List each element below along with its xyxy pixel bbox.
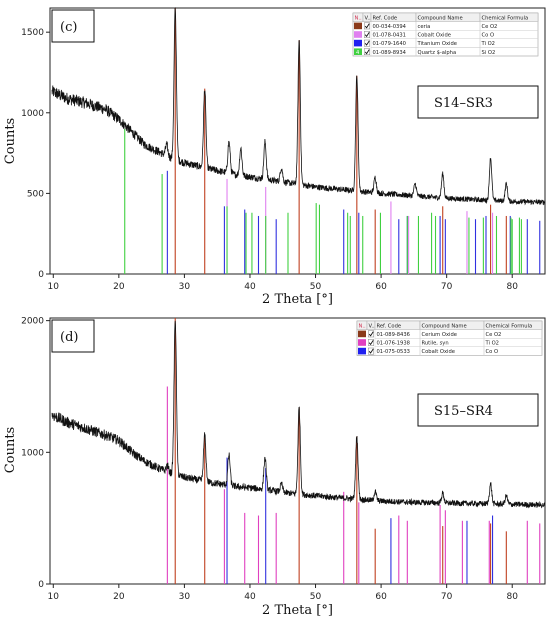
x-tick-label: 40 xyxy=(244,592,256,602)
x-tick-label: 50 xyxy=(310,282,322,292)
legend-compound-name: Cerium Oxide xyxy=(422,332,457,338)
legend-row-number: 4 xyxy=(356,50,360,56)
sample-label: S15–SR4 xyxy=(434,404,493,419)
legend-color-swatch xyxy=(354,22,362,30)
x-tick-label: 30 xyxy=(179,592,191,602)
x-axis-label: 2 Theta [°] xyxy=(262,292,333,307)
panel-label-box xyxy=(51,9,95,43)
legend-ref-code: 01-079-1640 xyxy=(373,41,406,47)
x-tick-label: 10 xyxy=(48,592,60,602)
x-tick-label: 80 xyxy=(506,282,518,292)
legend-visible-checkbox[interactable] xyxy=(364,22,371,30)
legend-header: Chemical Formula xyxy=(486,323,533,329)
legend-chemical-formula: Ti O2 xyxy=(481,41,495,47)
y-tick-label: 1000 xyxy=(21,109,44,119)
legend-color-swatch xyxy=(354,31,362,38)
x-tick-label: 40 xyxy=(244,282,256,292)
legend-color-swatch xyxy=(358,347,366,355)
legend-header: Chemical Formula xyxy=(482,15,529,21)
legend-visible-checkbox[interactable] xyxy=(364,39,371,47)
x-tick-label: 20 xyxy=(113,592,125,602)
x-tick-label: 20 xyxy=(113,282,125,292)
legend-compound-name: Titanium Oxide xyxy=(417,41,457,47)
diffraction-trace xyxy=(51,320,546,509)
legend-chemical-formula: Ti O2 xyxy=(485,341,499,347)
y-tick-label: 500 xyxy=(27,189,44,199)
y-axis-label: Counts xyxy=(3,118,18,164)
legend-ref-code: 01-089-8436 xyxy=(377,332,410,338)
y-tick-label: 1500 xyxy=(21,28,44,38)
x-tick-label: 60 xyxy=(375,592,387,602)
diffraction-trace xyxy=(51,7,546,206)
sample-label-box xyxy=(417,85,539,119)
legend-ref-code: 01-089-8934 xyxy=(373,50,407,56)
y-tick-label: 0 xyxy=(38,580,44,590)
chart-panel-d: 10 20 30 40 50 60 70 80 0 1000 2000 2 Theta [°] Coun… xyxy=(3,317,546,618)
legend-visible-checkbox[interactable] xyxy=(364,31,371,38)
y-axis-label: Counts xyxy=(3,427,18,473)
legend-header: V.. xyxy=(365,15,372,21)
legend-ref-code: 00-034-0394 xyxy=(373,24,407,30)
x-tick-label: 50 xyxy=(310,592,322,602)
x-tick-label: 70 xyxy=(441,592,453,602)
x-tick-label: 80 xyxy=(506,592,518,602)
legend-visible-checkbox[interactable] xyxy=(368,330,375,338)
legend-header: Ref. Code xyxy=(373,15,398,21)
panel-label-box xyxy=(51,319,95,353)
legend-visible-checkbox[interactable] xyxy=(368,347,375,355)
sample-label-box xyxy=(417,393,539,427)
legend-header: V.. xyxy=(369,323,376,329)
legend-header: N.. xyxy=(355,15,363,21)
legend-chemical-formula: Co O xyxy=(482,33,495,39)
phase-legend-table: N.. V.. Ref. Code Compound Name Chemical For… xyxy=(356,320,543,356)
legend-header: Compound Name xyxy=(418,15,463,21)
legend-color-swatch xyxy=(354,39,362,47)
legend-header: N.. xyxy=(359,323,367,329)
legend-compound-name: Cobalt Oxide xyxy=(422,349,455,355)
legend-chemical-formula: Ce O2 xyxy=(482,24,498,30)
x-tick-label: 30 xyxy=(179,282,191,292)
panel-label: (c) xyxy=(60,20,77,35)
legend-chemical-formula: Ce O2 xyxy=(486,332,502,338)
sample-label: S14–SR3 xyxy=(434,96,493,111)
x-axis-label: 2 Theta [°] xyxy=(262,603,333,618)
legend-chemical-formula: Co O xyxy=(486,349,499,355)
x-tick-label: 10 xyxy=(48,282,60,292)
legend-ref-code: 01-078-0431 xyxy=(373,33,406,39)
legend-header: Ref. Code xyxy=(377,323,402,329)
y-tick-label: 1000 xyxy=(21,448,44,458)
legend-visible-checkbox[interactable] xyxy=(368,339,375,346)
legend-color-swatch xyxy=(358,339,366,346)
x-tick-label: 70 xyxy=(441,282,453,292)
y-tick-label: 2000 xyxy=(21,317,44,327)
legend-visible-checkbox[interactable] xyxy=(364,48,371,55)
y-tick-label: 0 xyxy=(38,270,44,280)
x-tick-label: 60 xyxy=(375,282,387,292)
legend-compound-name: Cobalt Oxide xyxy=(418,33,451,39)
legend-color-swatch xyxy=(354,48,362,55)
legend-chemical-formula: Si O2 xyxy=(482,50,496,56)
legend-color-swatch xyxy=(358,330,366,338)
legend-ref-code: 01-075-0533 xyxy=(377,349,410,355)
legend-compound-name: ceria xyxy=(418,24,431,30)
panel-label: (d) xyxy=(60,330,78,345)
legend-compound-name: Quartz $-alpha xyxy=(418,50,457,56)
legend-ref-code: 01-076-1938 xyxy=(377,341,410,347)
chart-panel-c: 10 20 30 40 50 60 70 80 0 500 1000 1500 2 Theta [°] C… xyxy=(3,7,546,307)
phase-legend-table: N.. V.. Ref. Code Compound Name Chemical For… xyxy=(352,12,539,57)
legend-header: Compound Name xyxy=(422,323,467,329)
legend-compound-name: Rutile, syn xyxy=(422,341,449,347)
